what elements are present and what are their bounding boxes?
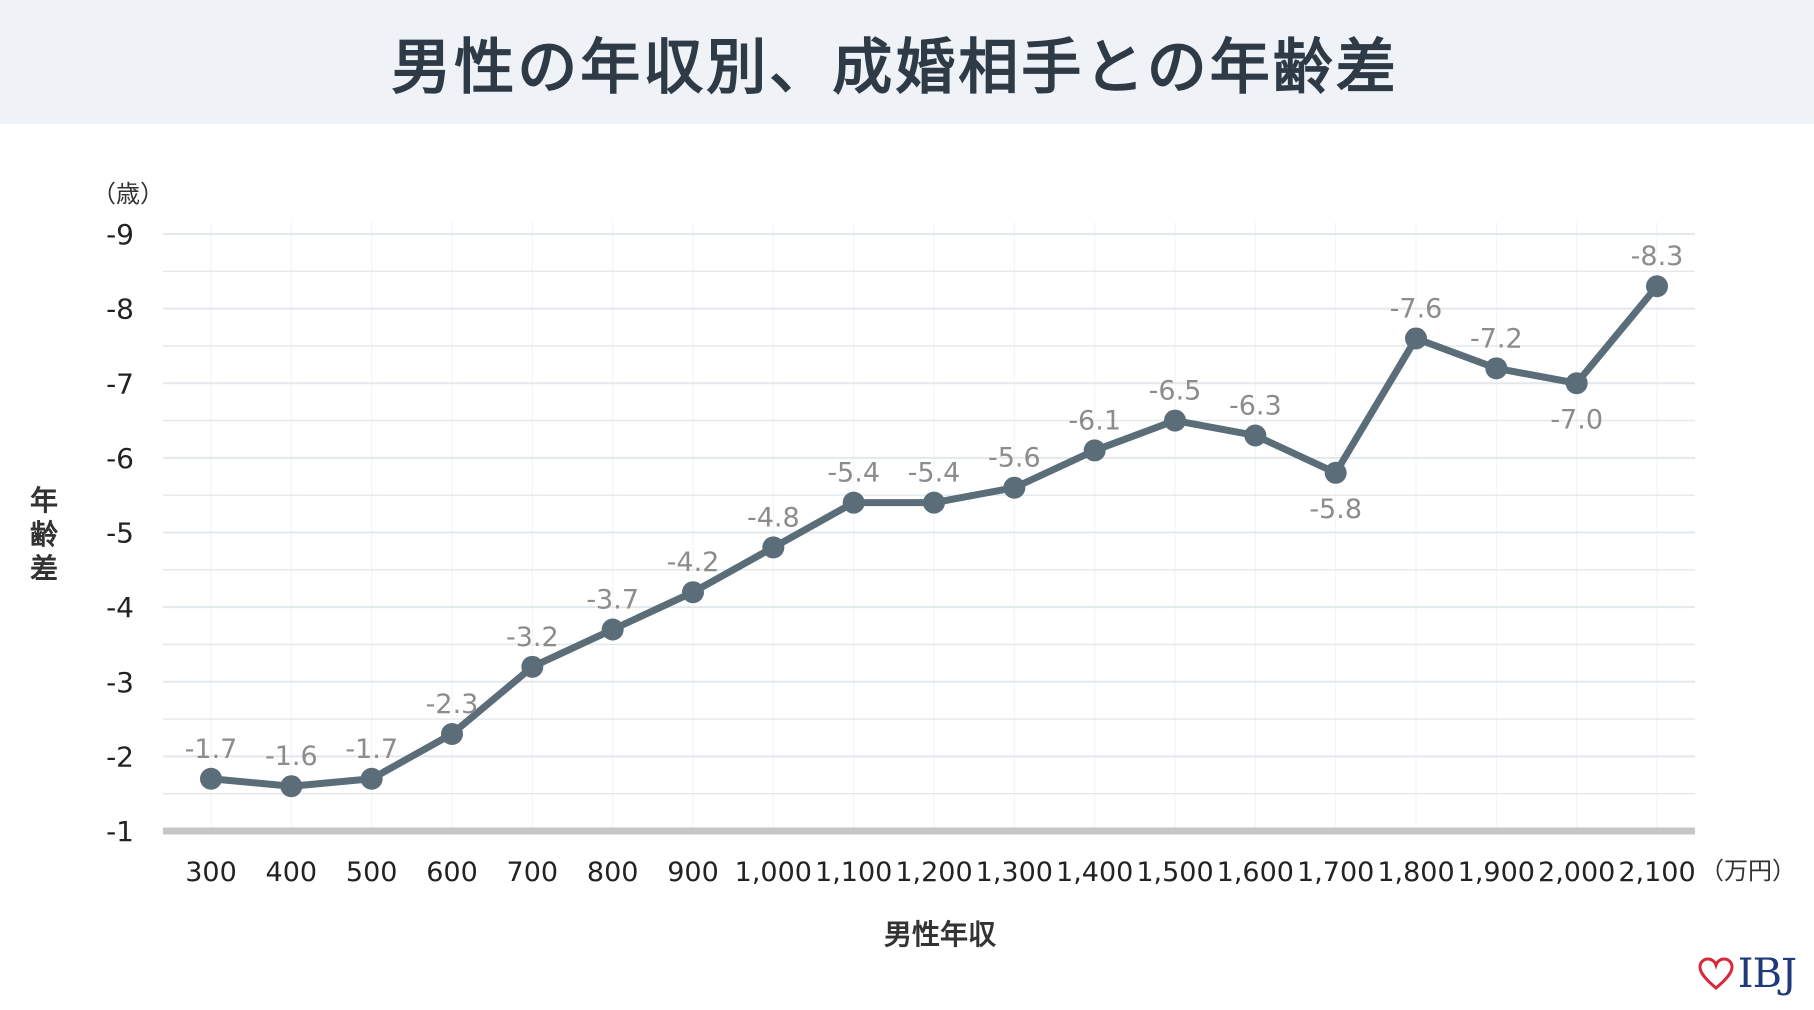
x-tick-label: 700 (507, 857, 559, 888)
data-point (1164, 409, 1186, 432)
data-label: -3.7 (586, 585, 639, 616)
data-label: -8.3 (1631, 241, 1684, 272)
x-tick-label: 1,200 (895, 857, 972, 888)
x-tick-label: 2,000 (1538, 857, 1615, 888)
data-label: -3.2 (506, 622, 559, 653)
x-tick-label: 1,600 (1217, 857, 1294, 888)
data-label: -7.2 (1470, 323, 1523, 354)
y-tick-label: -2 (106, 740, 134, 773)
x-tick-label: 1,500 (1136, 857, 1213, 888)
y-tick-label: -8 (106, 293, 134, 326)
data-point (1565, 372, 1588, 395)
data-label: -1.7 (185, 734, 238, 765)
data-point (521, 655, 544, 678)
data-point (441, 722, 463, 745)
x-tick-label: 900 (667, 857, 719, 888)
data-point (200, 767, 222, 790)
data-label: -6.1 (1068, 405, 1121, 436)
data-point (1485, 357, 1508, 380)
data-point (280, 775, 303, 798)
heart-icon (1698, 957, 1734, 990)
title-bar: 男性の年収別、成婚相手との年齢差 (0, 0, 1814, 124)
data-point (842, 491, 865, 514)
data-label: -5.8 (1309, 494, 1362, 525)
data-label: -4.8 (747, 502, 800, 533)
data-label: -6.5 (1149, 376, 1202, 407)
data-label: -7.0 (1550, 404, 1603, 435)
data-point (682, 581, 704, 604)
y-tick-label: -5 (106, 517, 134, 550)
x-tick-label: 600 (426, 857, 478, 888)
y-axis-title-char: 差 (30, 552, 58, 585)
data-label: -4.2 (667, 547, 720, 578)
data-point (360, 767, 383, 790)
data-point (923, 491, 945, 514)
y-tick-label: -1 (106, 815, 134, 848)
x-tick-label: 2,100 (1618, 857, 1695, 888)
data-point (1646, 275, 1668, 298)
x-tick-label: 1,100 (815, 857, 892, 888)
logo: IBJ (1698, 946, 1797, 1002)
data-label: -5.4 (827, 458, 880, 489)
chart-title: 男性の年収別、成婚相手との年齢差 (391, 32, 1399, 103)
x-tick-label: 1,300 (976, 857, 1053, 888)
data-label: -5.6 (988, 443, 1041, 474)
data-label: -7.6 (1390, 293, 1443, 324)
x-tick-label: 500 (346, 857, 398, 888)
y-tick-label: -9 (106, 218, 134, 251)
x-tick-label: 1,700 (1297, 857, 1374, 888)
data-point (1083, 439, 1106, 462)
x-tick-label: 1,800 (1377, 857, 1454, 888)
x-tick-label: 300 (185, 857, 237, 888)
data-label: -5.4 (908, 458, 961, 489)
x-tick-label: 800 (587, 857, 639, 888)
data-point (1324, 461, 1347, 484)
data-point (1405, 327, 1427, 350)
data-label: -2.3 (426, 689, 479, 720)
x-tick-label: 1,900 (1458, 857, 1535, 888)
y-axis-title-char: 齢 (30, 518, 58, 551)
data-point (601, 618, 624, 641)
data-label: -1.6 (265, 741, 318, 772)
data-point (762, 536, 785, 559)
data-point (1244, 424, 1267, 447)
x-axis-title: 男性年収 (884, 918, 997, 951)
data-label: -6.3 (1229, 390, 1282, 421)
y-tick-label: -3 (106, 666, 134, 699)
y-tick-label: -6 (106, 442, 134, 475)
x-tick-label: 1,000 (735, 857, 812, 888)
logo-text: IBJ (1737, 951, 1797, 997)
data-point (1003, 476, 1026, 499)
y-axis-title-char: 年 (30, 484, 58, 517)
x-tick-label: 1,400 (1056, 857, 1133, 888)
x-tick-label: 400 (266, 857, 318, 888)
y-tick-label: -7 (106, 367, 134, 400)
data-label: -1.7 (345, 734, 398, 765)
y-unit-label: （歳） (92, 180, 164, 208)
x-unit-label: （万円） (1700, 857, 1796, 885)
y-tick-label: -4 (106, 591, 134, 624)
